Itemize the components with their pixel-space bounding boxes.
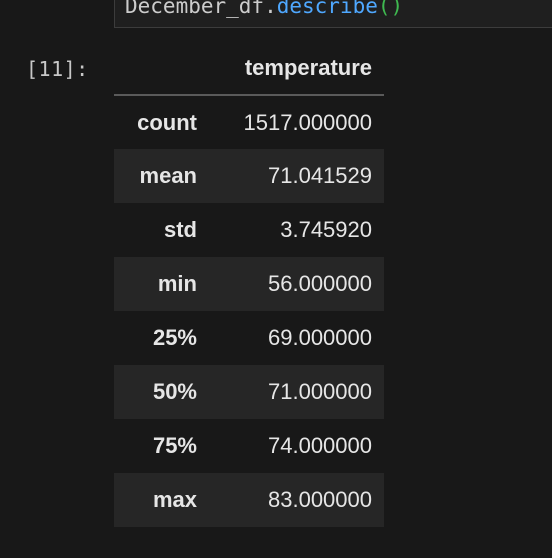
index-header — [114, 41, 209, 96]
column-header-temperature: temperature — [209, 41, 384, 96]
table-row: 75% 74.000000 — [114, 419, 384, 473]
row-value: 71.000000 — [268, 379, 372, 404]
table-row: max 83.000000 — [114, 473, 384, 527]
row-value: 74.000000 — [268, 433, 372, 458]
table-row: 25% 69.000000 — [114, 311, 384, 365]
row-label: std — [164, 217, 197, 242]
table-row: 50% 71.000000 — [114, 365, 384, 419]
code-dot: . — [264, 0, 277, 18]
row-label: 50% — [152, 379, 197, 404]
row-label: max — [152, 487, 197, 512]
table-row: count 1517.000000 — [114, 95, 384, 149]
row-value: 1517.000000 — [243, 109, 372, 135]
code-method: describe — [276, 0, 378, 18]
row-label: mean — [139, 163, 197, 188]
row-label: 75% — [152, 433, 197, 458]
row-value: 56.000000 — [268, 271, 372, 296]
row-value: 69.000000 — [268, 325, 372, 350]
describe-output-table: temperature count 1517.000000 mean 71.04… — [114, 41, 384, 527]
table-row: min 56.000000 — [114, 257, 384, 311]
row-value: 83.000000 — [268, 487, 372, 512]
table-row: std 3.745920 — [114, 203, 384, 257]
table-header-row: temperature — [114, 41, 384, 96]
row-value: 3.745920 — [280, 217, 372, 242]
row-label: min — [157, 271, 197, 296]
code-parens: () — [377, 0, 404, 18]
code-line: December_df.describe() — [125, 0, 403, 19]
code-variable: December_df — [125, 0, 265, 18]
code-cell-editor[interactable]: December_df.describe() — [114, 0, 552, 28]
row-label: count — [137, 109, 197, 135]
row-label: 25% — [152, 325, 197, 350]
row-value: 71.041529 — [268, 163, 372, 188]
execution-count-prompt: [11]: — [26, 57, 89, 81]
table-row: mean 71.041529 — [114, 149, 384, 203]
